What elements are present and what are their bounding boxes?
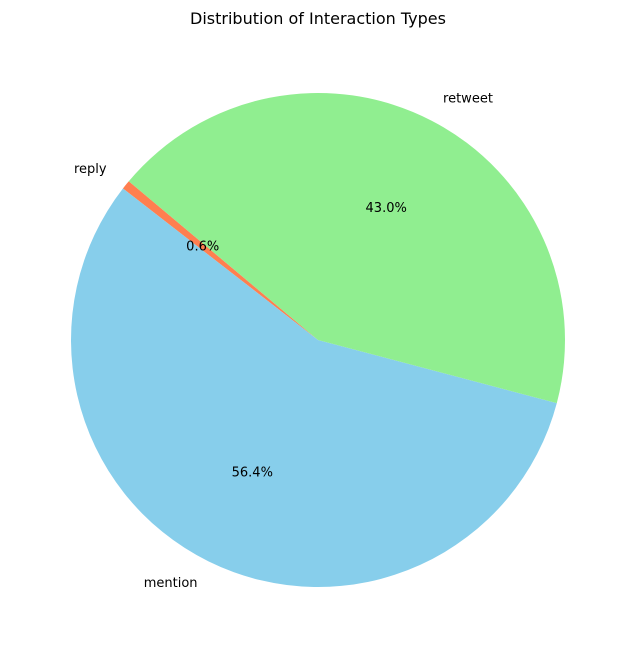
- slice-label-retweet: retweet: [443, 91, 493, 106]
- slices-layer: [70, 93, 565, 588]
- slice-label-reply: reply: [74, 162, 107, 177]
- slice-pct-retweet: 43.0%: [366, 201, 407, 216]
- pie-slice-reply: [122, 181, 319, 340]
- chart-title: Distribution of Interaction Types: [190, 9, 446, 28]
- labels-layer: reply 0.6% mention 56.4% retweet 43.0%: [74, 91, 493, 591]
- slice-pct-mention: 56.4%: [232, 465, 273, 480]
- slice-pct-reply: 0.6%: [186, 239, 219, 254]
- slice-label-mention: mention: [144, 576, 198, 591]
- pie-slice-mention: [70, 188, 557, 588]
- pie-slice-retweet: [128, 93, 565, 404]
